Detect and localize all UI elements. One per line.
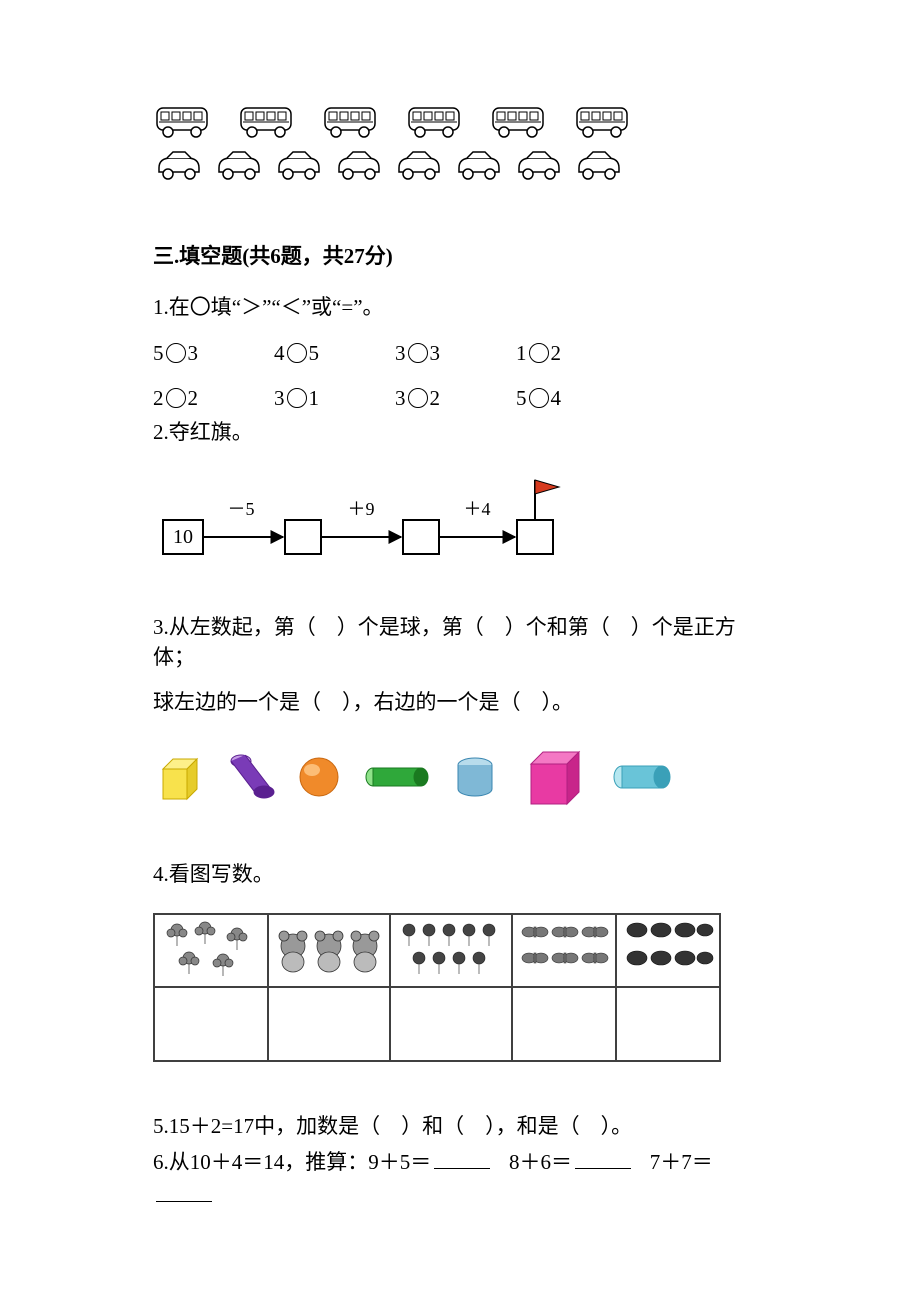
vehicle-illustration: [153, 100, 770, 182]
purple-cylinder-icon: [227, 749, 275, 813]
comp-2-2: 22: [153, 384, 198, 413]
blank: [575, 1145, 631, 1169]
bus-icon: [489, 100, 551, 138]
q3-line2: 球左边的一个是（ ），右边的一个是（ ）。: [153, 688, 770, 717]
q6-text: 6.从10＋4＝14，推算：9＋5＝ 8＋6＝ 7＋7＝: [153, 1145, 770, 1210]
start-value: 10: [173, 526, 193, 548]
comp-3-2: 32: [395, 384, 440, 413]
car-row: [153, 148, 770, 182]
q5-text: 5.15＋2=17中，加数是（ ）和（ ），和是（ ）。: [153, 1112, 770, 1141]
cell-flowers: [154, 914, 268, 986]
answer-blank: [512, 987, 616, 1061]
answer-blank: [616, 987, 720, 1061]
q4-text: 4.看图写数。: [153, 860, 770, 889]
car-icon: [513, 148, 565, 182]
cell-roses: [390, 914, 512, 986]
q2-diagram: 10 －5 ＋9 ＋4: [153, 465, 770, 573]
pink-cube-icon: [519, 742, 589, 820]
cell-bears: [268, 914, 390, 986]
car-icon: [393, 148, 445, 182]
cell-hedgehogs: [616, 914, 720, 986]
section-3-title: 三.填空题(共6题，共27分): [153, 242, 770, 271]
cyan-cylinder-icon: [611, 762, 673, 800]
car-icon: [213, 148, 265, 182]
q1-row1: 53 45 33 12: [153, 339, 770, 368]
q4-table: [153, 913, 721, 1061]
q3-line1: 3.从左数起，第（ ）个是球，第（ ）个和第（ ）个是正方体；: [153, 613, 770, 672]
answer-blank: [154, 987, 268, 1061]
q1-row2: 22 31 32 54: [153, 384, 770, 413]
bus-icon: [237, 100, 299, 138]
car-icon: [333, 148, 385, 182]
comp-5-4: 54: [516, 384, 561, 413]
answer-blank: [268, 987, 390, 1061]
comp-1-2: 12: [516, 339, 561, 368]
q3-shapes: [153, 742, 770, 820]
answer-blank: [390, 987, 512, 1061]
svg-text:－5: －5: [228, 499, 255, 519]
car-icon: [573, 148, 625, 182]
cell-butterflies: [512, 914, 616, 986]
comp-3-3: 33: [395, 339, 440, 368]
blank: [434, 1145, 490, 1169]
green-slab-icon: [363, 764, 431, 798]
blank: [156, 1178, 212, 1202]
comp-3-1: 31: [274, 384, 319, 413]
bus-icon: [405, 100, 467, 138]
svg-text:＋9: ＋9: [348, 499, 375, 519]
q2-text: 2.夺红旗。: [153, 418, 770, 447]
bus-icon: [153, 100, 215, 138]
bus-icon: [321, 100, 383, 138]
comp-5-3: 53: [153, 339, 198, 368]
yellow-cube-icon: [153, 751, 205, 811]
car-icon: [273, 148, 325, 182]
orange-sphere-icon: [297, 755, 341, 807]
svg-text:＋4: ＋4: [464, 499, 491, 519]
bus-icon: [573, 100, 635, 138]
blue-cylinder-icon: [453, 755, 497, 807]
q1-text: 1.在〇填“＞”“＜”或“=”。: [153, 293, 770, 322]
bus-row: [153, 100, 770, 138]
comp-4-5: 45: [274, 339, 319, 368]
car-icon: [153, 148, 205, 182]
car-icon: [453, 148, 505, 182]
